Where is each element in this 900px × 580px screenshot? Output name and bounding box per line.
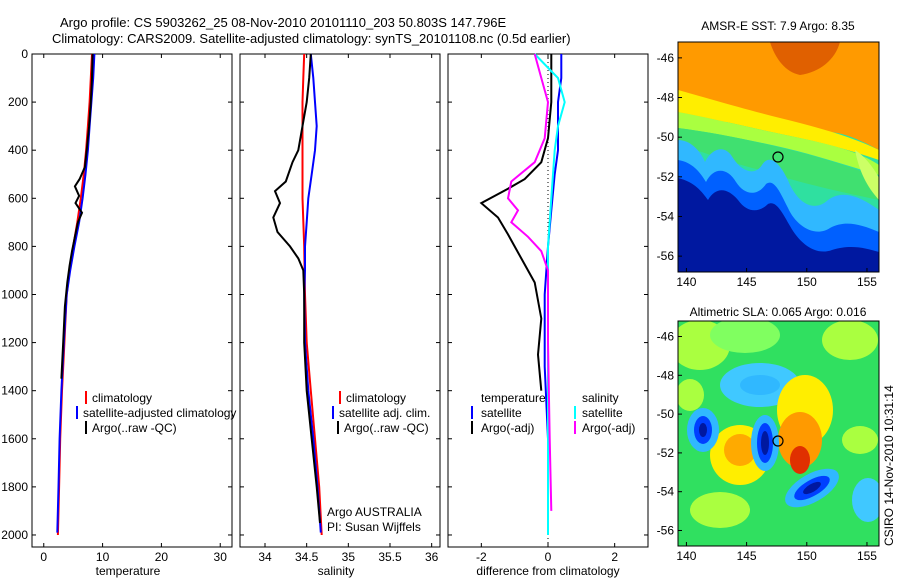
- y-tick-label: 600: [8, 191, 28, 205]
- map-y-tick-label: -50: [657, 130, 675, 144]
- y-tick-label: 1400: [1, 384, 28, 398]
- sst-map-field: [678, 42, 879, 272]
- sla-map-title: Altimetric SLA: 0.065 Argo: 0.016: [690, 305, 867, 319]
- difference-legend: temperature salinity satellite satellite…: [471, 391, 635, 435]
- map-x-tick-label: 150: [797, 549, 817, 563]
- salinity-panel-frame: [239, 53, 441, 548]
- pi-label: PI: Susan Wijffels: [327, 520, 421, 534]
- x-tick-label: 35.5: [378, 550, 402, 564]
- difference-xlabel: difference from climatology: [476, 564, 619, 578]
- map-y-tick-label: -56: [657, 249, 675, 263]
- y-tick-label: 1800: [1, 480, 28, 494]
- y-tick-label: 1000: [1, 287, 28, 301]
- legend-title-salinity: salinity: [582, 391, 619, 405]
- sla-map-field: [678, 321, 879, 546]
- x-tick-label: 10: [96, 550, 110, 564]
- y-tick-label: 0: [21, 47, 28, 61]
- map-x-tick-label: 145: [737, 549, 757, 563]
- x-tick-label: 0: [40, 550, 47, 564]
- x-tick-label: 36: [425, 550, 439, 564]
- legend-text-argo: Argo(..raw -QC): [92, 421, 177, 435]
- series-line-salinity-argo-adj-: [506, 53, 553, 511]
- series-line-argo-raw-qc-: [60, 53, 94, 379]
- legend-text-temp-argo: Argo(-adj): [481, 421, 534, 435]
- salinity-xlabel: salinity: [318, 564, 355, 578]
- x-tick-label: -2: [476, 550, 487, 564]
- series-line-climatology: [56, 53, 93, 536]
- sla-map-frame: [677, 320, 880, 547]
- map-y-tick-label: -46: [657, 330, 675, 344]
- series-line-temperature-argo-adj-: [479, 54, 553, 391]
- map-y-tick-label: -54: [657, 485, 675, 499]
- temperature-legend: climatology satellite-adjusted climatolo…: [76, 391, 236, 435]
- map-x-tick-label: 155: [857, 549, 877, 563]
- x-tick-label: 20: [155, 550, 169, 564]
- map-x-tick-label: 155: [857, 275, 877, 289]
- y-tick-label: 200: [8, 95, 28, 109]
- legend-text-sal-satellite: satellite: [582, 406, 623, 420]
- map-x-tick-label: 140: [676, 275, 696, 289]
- y-tick-label: 800: [8, 239, 28, 253]
- map-y-tick-label: -48: [657, 368, 675, 382]
- map-y-tick-label: -56: [657, 523, 675, 537]
- legend-text-satellite-adjusted: satellite-adjusted climatology: [83, 406, 236, 420]
- legend-text-climatology: climatology: [346, 391, 406, 405]
- y-tick-label: 1200: [1, 336, 28, 350]
- series-line-satellite-adj-clim-: [303, 53, 322, 533]
- map-y-tick-label: -46: [657, 51, 675, 65]
- map-x-tick-label: 140: [676, 549, 696, 563]
- series-line-climatology: [301, 53, 323, 536]
- sst-map-frame: [677, 41, 880, 273]
- series-line-argo-raw-qc-: [272, 53, 321, 524]
- y-tick-label: 400: [8, 143, 28, 157]
- map-x-tick-label: 150: [797, 275, 817, 289]
- map-y-tick-label: -54: [657, 209, 675, 223]
- x-tick-label: 34: [258, 550, 272, 564]
- temperature-panel-frame: [31, 53, 233, 548]
- salinity-legend: climatology satellite adj. clim. Argo(..…: [332, 391, 430, 435]
- map-y-tick-label: -52: [657, 170, 675, 184]
- map-y-tick-label: -48: [657, 91, 675, 105]
- x-tick-label: 2: [611, 550, 618, 564]
- x-tick-label: 35: [342, 550, 356, 564]
- legend-title-temperature: temperature: [481, 391, 546, 405]
- legend-text-argo: Argo(..raw -QC): [344, 421, 429, 435]
- map-x-tick-label: 145: [737, 275, 757, 289]
- y-tick-label: 1600: [1, 432, 28, 446]
- argo-australia-label: Argo AUSTRALIA: [327, 505, 422, 519]
- x-tick-label: 0: [545, 550, 552, 564]
- sst-map-title: AMSR-E SST: 7.9 Argo: 8.35: [701, 19, 855, 33]
- legend-text-climatology: climatology: [92, 391, 152, 405]
- y-tick-label: 2000: [1, 528, 28, 542]
- header-line-1: Argo profile: CS 5903262_25 08-Nov-2010 …: [60, 15, 507, 30]
- csiro-timestamp-label: CSIRO 14-Nov-2010 10:31:14: [882, 385, 896, 546]
- argo-position-marker: [772, 435, 784, 447]
- x-tick-label: 34.5: [295, 550, 319, 564]
- map-y-tick-label: -50: [657, 407, 675, 421]
- legend-text-temp-satellite: satellite: [481, 406, 522, 420]
- series-line-temperature-satellite: [543, 54, 563, 535]
- legend-text-satellite-adj: satellite adj. clim.: [339, 406, 430, 420]
- x-tick-label: 30: [214, 550, 228, 564]
- legend-text-sal-argo: Argo(-adj): [582, 421, 635, 435]
- header-line-2: Climatology: CARS2009. Satellite-adjuste…: [52, 31, 571, 46]
- argo-position-marker: [772, 151, 784, 163]
- map-y-tick-label: -52: [657, 446, 675, 460]
- temperature-xlabel: temperature: [96, 564, 161, 578]
